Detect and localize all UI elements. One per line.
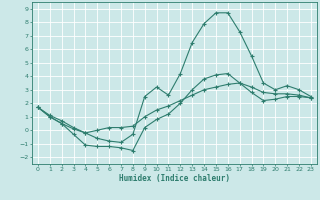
X-axis label: Humidex (Indice chaleur): Humidex (Indice chaleur) [119,174,230,183]
